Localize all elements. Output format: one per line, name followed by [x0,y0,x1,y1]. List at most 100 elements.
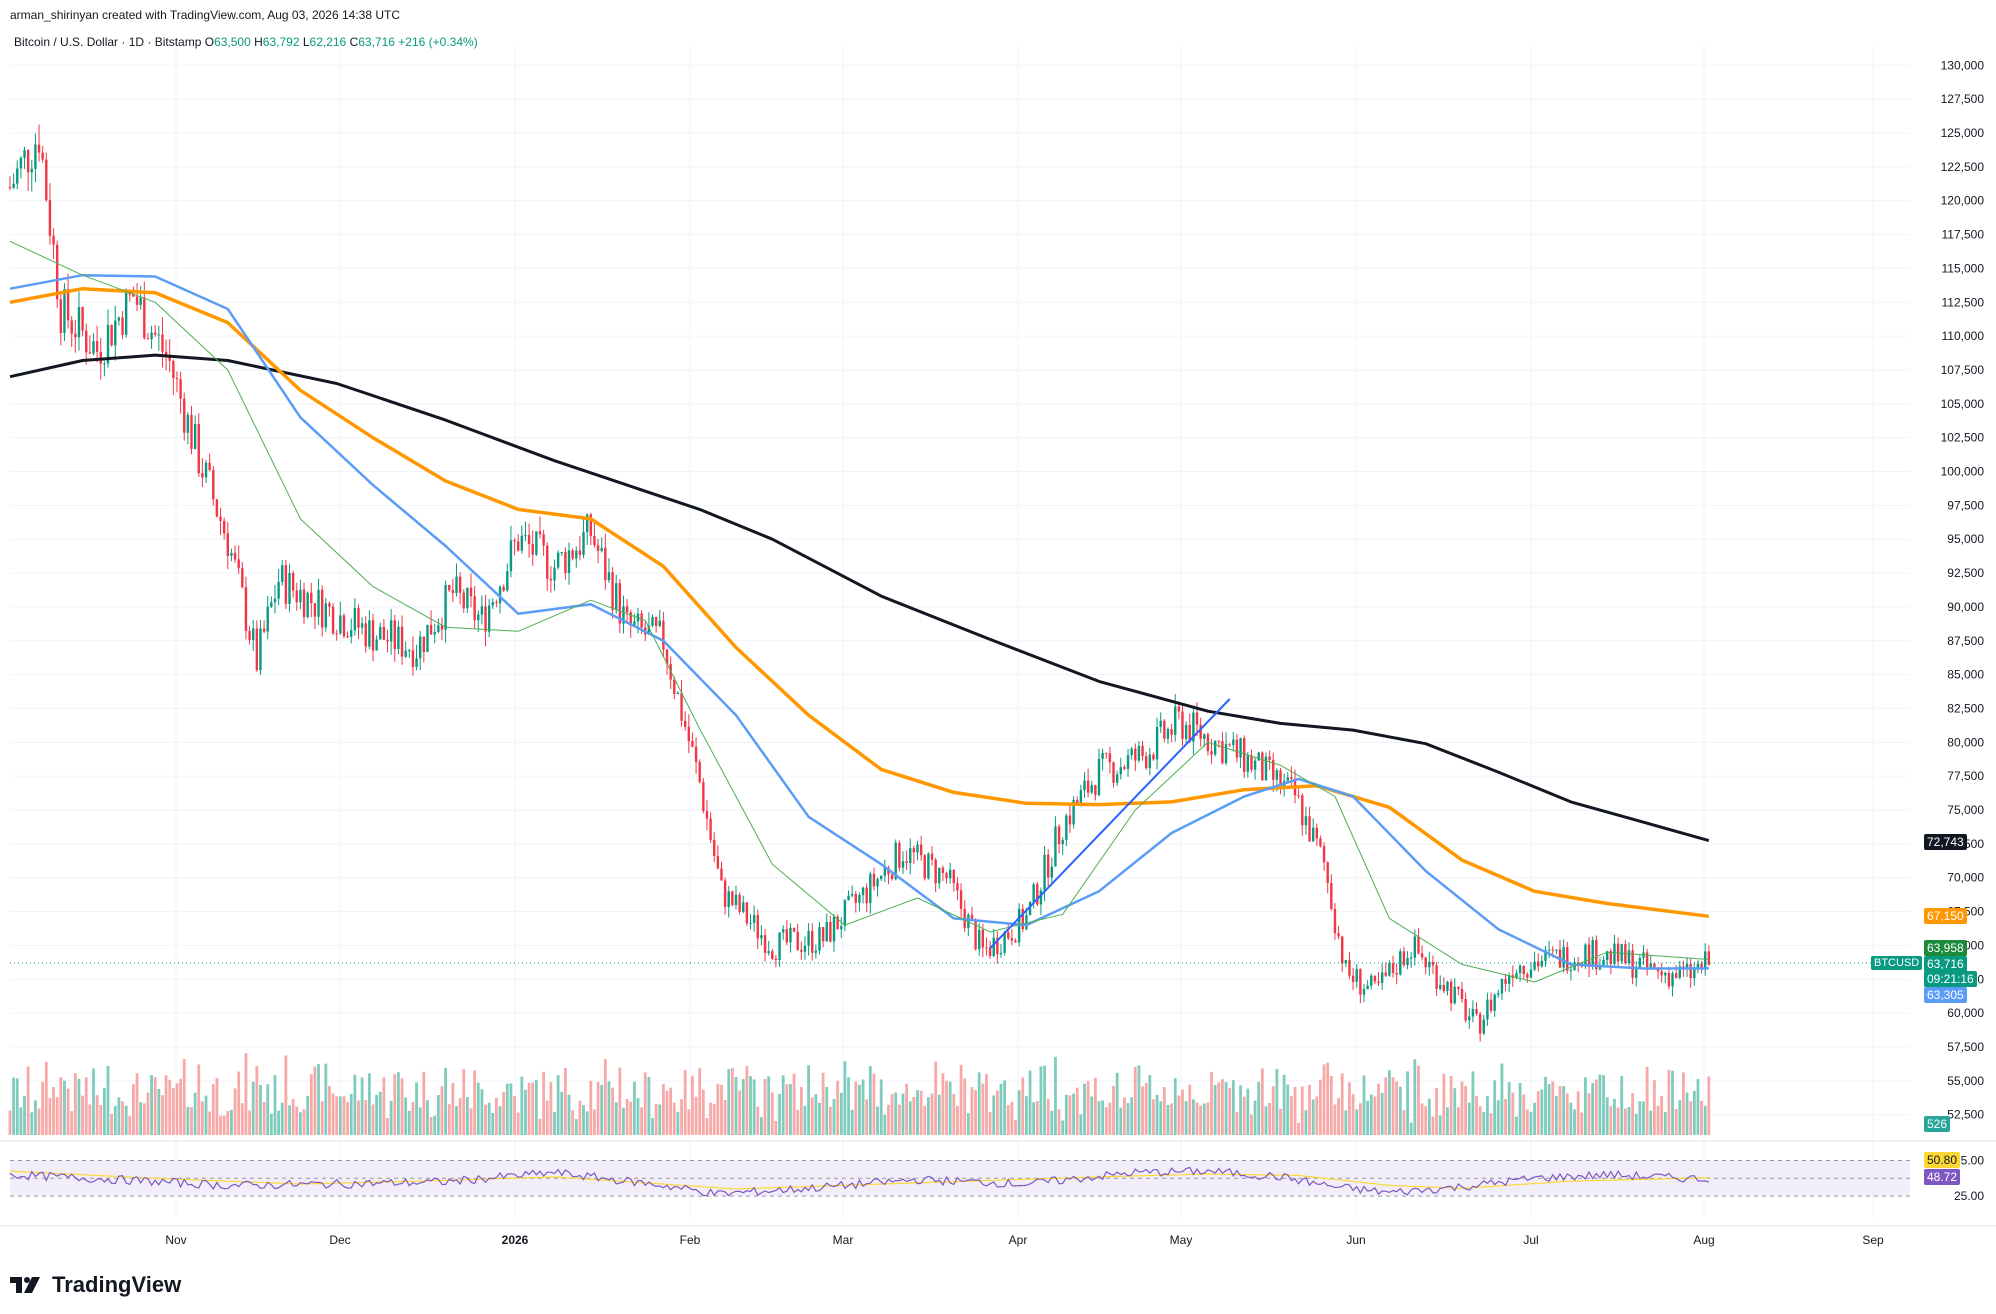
volume-bar [1348,1082,1351,1135]
candle-body [1086,780,1090,793]
y-axis-tick-label: 85,000 [1947,668,1984,682]
candle-body [233,552,237,560]
y-axis-tick-label: 55,000 [1947,1074,1984,1088]
volume-bar [1242,1096,1246,1135]
volume-bar [132,1084,135,1135]
candle-body [302,589,306,618]
candle-body [215,499,219,517]
candle-body [117,317,121,321]
volume-bar [52,1086,55,1135]
volume-bar [694,1096,698,1135]
candle-body [1664,972,1667,976]
close-price-tag: 63,716 [1924,956,1967,972]
volume-bar [879,1079,883,1135]
candle-body [1057,826,1061,845]
candle-body [1290,777,1293,779]
candle-body [1257,752,1260,761]
rsi-ma-line [9,1170,1709,1190]
volume-bar [429,1116,433,1135]
candle-body [640,613,643,628]
volume-bar [516,1112,520,1135]
candle-body [1326,862,1329,883]
volume-bar [963,1078,967,1135]
volume-bar [792,1073,796,1135]
volume-bar [966,1113,970,1135]
volume-bar [1293,1087,1297,1135]
candle-body [360,623,364,628]
candle-body [411,650,415,667]
volume-bar [937,1094,941,1135]
volume-bar [1231,1080,1235,1135]
y-axis-tick-label: 127,500 [1941,92,1985,106]
volume-bar [545,1100,549,1135]
volume-bar [665,1090,669,1135]
candle-body [869,873,872,904]
candle-body [1032,884,1035,902]
volume-bar [1188,1084,1192,1135]
volume-bar [469,1108,473,1135]
volume-bar [193,1092,197,1135]
volume-bar [959,1064,963,1135]
candle-body [567,550,571,574]
candle-body [1370,975,1373,986]
volume-bar [1547,1084,1551,1135]
candle-body [55,244,59,300]
volume-bar [1515,1116,1518,1135]
volume-bar [164,1075,168,1135]
candle-body [898,842,901,868]
volume-bar [1123,1097,1126,1135]
volume-bar [977,1072,981,1135]
candle-body [814,950,818,953]
volume-bar [1667,1069,1671,1135]
volume-bar [662,1084,665,1135]
volume-bar [161,1095,164,1135]
candle-body [328,603,331,607]
volume-bar [1696,1078,1700,1135]
candle-body [1235,739,1239,758]
candle-body [1428,961,1431,968]
tradingview-logo[interactable]: TradingView [10,1272,181,1298]
candle-body [404,650,407,657]
volume-bar [1039,1066,1043,1135]
volume-bar [556,1075,560,1135]
candle-body [1105,752,1108,754]
candle-body [861,887,865,895]
candle-body [767,951,770,954]
candle-body [1152,754,1155,760]
volume-bar [1322,1064,1326,1135]
volume-bar [150,1075,153,1135]
x-axis-tick-label: Nov [165,1233,186,1247]
volume-bar [204,1095,208,1135]
candle-body [843,900,847,927]
candle-body [1388,963,1391,976]
volume-bar [1068,1095,1072,1135]
candle-body [807,931,810,946]
candle-body [865,887,868,904]
volume-bar [487,1102,491,1135]
volume-bar [295,1106,299,1135]
volume-bar [603,1059,607,1135]
volume-bar [1435,1087,1438,1135]
volume-bar [81,1095,84,1135]
candle-body [854,893,857,903]
candle-body [1333,908,1337,934]
candle-body [1319,838,1322,847]
volume-bar [444,1067,447,1135]
candle-body [1515,973,1518,978]
volume-bar [1689,1101,1693,1135]
volume-bar [1660,1095,1664,1135]
candle-body [709,818,712,840]
volume-bar [1355,1109,1359,1135]
candle-body [12,183,15,188]
candle-body [803,945,807,952]
volume-bar [1489,1113,1493,1135]
volume-bar [1413,1059,1417,1135]
candle-body [1540,960,1544,967]
volume-bar [142,1103,146,1135]
volume-bar [1616,1107,1620,1135]
candle-body [143,297,146,339]
candle-body [607,572,611,581]
volume-bar [1518,1082,1522,1135]
y-axis-tick-label: 105,000 [1941,397,1985,411]
volume-bar [767,1076,771,1135]
